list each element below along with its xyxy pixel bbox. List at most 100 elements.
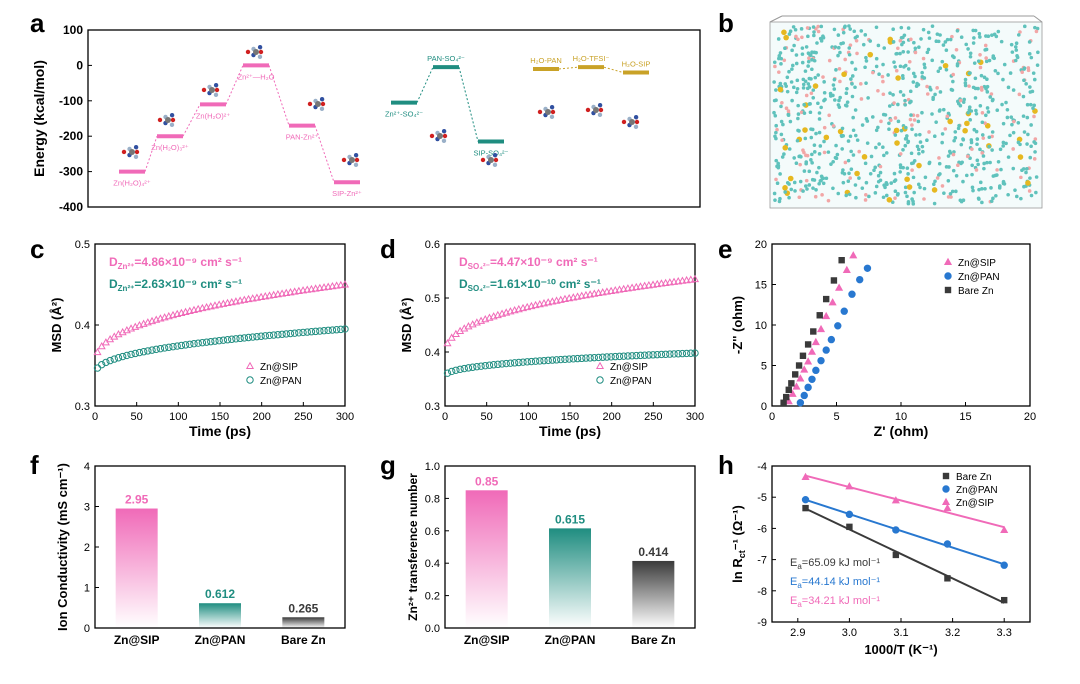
atom [773,198,777,202]
atom [946,154,951,158]
data-point [835,283,844,291]
data-point [460,364,468,373]
atom [812,50,817,55]
atom [936,69,941,74]
data-point [599,353,607,361]
data-point [452,366,460,374]
atom [1006,85,1011,90]
atom [971,85,976,90]
data-point [795,362,803,369]
data-point [944,575,951,582]
atom [846,158,851,163]
bar-value-label: 0.414 [638,545,668,559]
atom [841,134,845,138]
data-point [808,375,816,383]
box-edge [1033,15,1043,23]
atom [892,60,896,64]
atom [984,47,989,52]
data-point [799,352,807,359]
atom [954,47,959,52]
y-tick-label: 0 [761,401,767,413]
molecule-atom [341,157,347,163]
atom [817,165,821,170]
atom [901,76,905,81]
atom [776,37,781,41]
atom [836,45,841,50]
data-point [891,496,900,504]
molecule-atom [133,154,139,160]
connector [314,125,335,183]
atom [805,86,810,91]
atom [841,180,846,185]
data-point [148,346,156,354]
atom [877,72,881,77]
data-point [261,292,270,300]
atom [1014,194,1019,199]
atom [951,79,955,84]
atom [810,177,815,182]
atom [1028,155,1033,160]
data-point [265,291,274,299]
y-axis-title: Energy (kcal/mol) [31,60,47,177]
atom [972,36,976,40]
data-point [619,284,628,293]
atom [1014,48,1019,52]
y-tick-label: 2 [84,542,90,554]
atom [810,58,814,62]
atom [844,193,849,198]
atom [812,30,816,34]
molecule-atom [549,104,555,110]
atom [860,123,865,127]
atom [806,59,811,64]
atom [1018,30,1022,34]
atom [1000,102,1004,107]
atom [781,29,787,36]
atom [774,177,778,182]
data-point [443,338,452,347]
atom [984,34,988,38]
atom [942,191,946,195]
molecule-center [488,157,494,163]
x-tick-label: 15 [959,411,971,423]
y-tick-label: 10 [755,320,767,332]
atom [917,151,921,156]
data-point [827,335,836,344]
data-point [674,277,683,285]
atom [776,161,780,166]
molecule-atom [441,128,447,134]
data-point [282,330,290,338]
atom [930,58,935,63]
atom [942,62,949,69]
y-tick-label: 0.4 [75,320,90,332]
atom [1008,133,1012,138]
y-axis-title: MSD (Å²) [49,298,64,353]
legend-label: Zn@PAN [610,376,652,387]
y-tick-label: -4 [757,461,767,473]
atom [822,139,826,144]
data-point [686,275,695,283]
data-point [127,350,135,359]
data-point [181,341,190,349]
atom [867,51,874,58]
atom [957,123,961,128]
atom [802,169,807,173]
atom [837,98,841,103]
atom [893,178,898,182]
data-point [114,354,123,362]
atom [925,50,930,55]
atom [789,187,794,192]
atom [814,188,818,192]
atom [989,186,993,190]
data-point [649,351,657,359]
atom [779,62,783,66]
atom [895,75,901,81]
atom [935,86,939,90]
atom [943,40,948,44]
panel-label-c: c [30,234,44,264]
data-point [845,510,854,519]
atom [983,121,987,125]
y-tick-label: 0 [84,623,90,635]
data-point [320,326,328,335]
atom [806,34,810,39]
legend-marker [942,472,950,480]
